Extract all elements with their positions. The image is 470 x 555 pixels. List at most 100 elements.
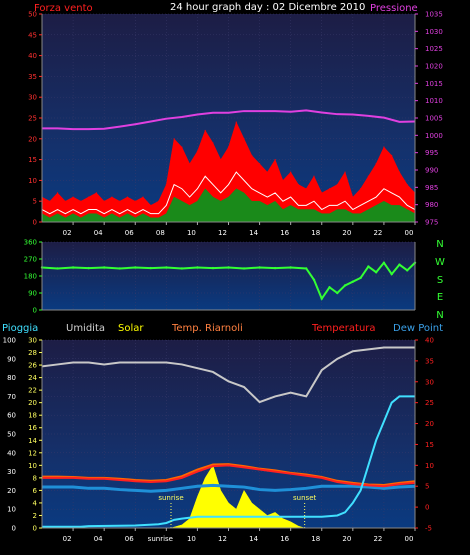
temp-tick-label: 10: [425, 462, 434, 470]
compass-label: N: [436, 239, 443, 250]
direction-point: [320, 297, 323, 300]
rain-tick-label: 10: [7, 506, 16, 514]
temp-tick-label: 30: [425, 378, 434, 386]
right-tick-label: 1030: [425, 28, 443, 36]
x-tick-label: 14: [249, 535, 258, 543]
direction-point: [328, 286, 331, 289]
x-tick-label: 02: [63, 229, 72, 237]
direction-point: [56, 267, 59, 270]
direction-point: [258, 266, 261, 269]
left-tick-label: 45: [28, 31, 37, 39]
hum-tick-label: 22: [28, 387, 37, 395]
rain-tick-label: 40: [7, 449, 16, 457]
x-tick-label: 22: [373, 535, 382, 543]
left-tick-label: 15: [28, 156, 37, 164]
wind-max-point: [391, 154, 393, 157]
x-tick-label: sunrise: [148, 535, 173, 543]
direction-point: [118, 267, 121, 270]
x-tick-label: 22: [373, 229, 382, 237]
pressure-title: Pressione: [370, 3, 418, 14]
right-tick-label: 980: [425, 201, 438, 209]
direction-point: [149, 266, 152, 270]
wind-min-area: [41, 188, 416, 223]
temp-tick-label: 40: [425, 337, 434, 345]
rain-tick-label: 70: [7, 393, 16, 401]
temp-tick-label: 15: [425, 441, 434, 449]
x-tick-label: 10: [187, 229, 196, 237]
rain-tick-label: 0: [12, 525, 16, 533]
wind-max-point: [134, 200, 136, 202]
direction-line: [41, 261, 416, 301]
wind-max-point: [204, 129, 206, 132]
wind-max-point: [103, 200, 105, 202]
wind-max-point: [328, 188, 331, 190]
rain-line: [42, 395, 415, 528]
direction-point: [359, 276, 362, 280]
wind-max-point: [360, 188, 362, 190]
wind-max-point: [80, 200, 82, 202]
hum-tick-label: 4: [33, 499, 38, 507]
x-tick-label: 04: [94, 229, 103, 237]
direction-point: [374, 271, 378, 274]
wind-max-point: [235, 121, 237, 123]
direction-series: [40, 261, 417, 301]
x-tick-label: 02: [63, 535, 72, 543]
direction-point: [390, 272, 393, 276]
right-tick-label: 1005: [425, 115, 443, 123]
right-tick-label: 1010: [425, 97, 443, 105]
direction-point: [343, 284, 347, 287]
wind-avg-line: [41, 171, 416, 215]
direction-point: [87, 266, 90, 270]
left-tick-label: 0: [33, 307, 37, 315]
wind-pressure-series: [41, 109, 416, 223]
rain-tick-label: 80: [7, 374, 16, 382]
hum-tick-label: 10: [28, 462, 37, 470]
legend-humidity: Umidita: [66, 323, 105, 334]
x-tick-label: 16: [280, 535, 289, 543]
x-tick-label: 20: [342, 229, 351, 237]
direction-point: [406, 269, 409, 272]
x-tick-label: 08: [156, 229, 165, 237]
direction-point: [180, 267, 184, 270]
wind-max-point: [157, 200, 160, 202]
right-tick-label: 1035: [425, 11, 443, 19]
wind-max-point: [398, 171, 401, 173]
right-tick-label: 1015: [425, 80, 443, 88]
temp-tick-label: 20: [425, 420, 434, 428]
wind-max-point: [266, 171, 268, 173]
wind-max-point: [95, 192, 97, 194]
rain-tick-label: 100: [3, 337, 16, 345]
x-tick-label: 10: [187, 535, 196, 543]
left-tick-label: 360: [24, 239, 37, 247]
dewpoint-line: [42, 483, 416, 493]
rain-tick-label: 90: [7, 355, 16, 363]
wind-max-point: [196, 150, 199, 152]
wind-max-point: [220, 159, 222, 161]
wind-max-point: [165, 183, 167, 186]
right-tick-label: 985: [425, 184, 438, 192]
temp-tick-label: 25: [425, 399, 434, 407]
compass-label: N: [436, 310, 443, 321]
wind-max-point: [119, 200, 121, 202]
direction-point: [242, 267, 246, 270]
left-tick-label: 40: [28, 52, 37, 60]
compass-label: S: [437, 275, 443, 286]
wind-max-point: [367, 175, 369, 177]
hum-tick-label: 16: [28, 424, 37, 432]
x-tick-label: 12: [218, 535, 227, 543]
compass-label: E: [437, 292, 443, 303]
wind-max-point: [282, 179, 284, 181]
left-tick-label: 90: [28, 290, 37, 298]
wind-max-point: [406, 183, 408, 186]
x-tick-label: 04: [94, 535, 103, 543]
temp-tick-label: -5: [425, 525, 432, 533]
hum-tick-label: 30: [28, 337, 37, 345]
legend-solar: Solar: [118, 323, 144, 334]
rain-tick-label: 60: [7, 412, 16, 420]
wind-max-point: [126, 196, 129, 198]
x-tick-label: 18: [311, 229, 320, 237]
x-tick-label: 00: [405, 229, 414, 237]
x-tick-label: 16: [280, 229, 289, 237]
hum-tick-label: 8: [33, 474, 37, 482]
